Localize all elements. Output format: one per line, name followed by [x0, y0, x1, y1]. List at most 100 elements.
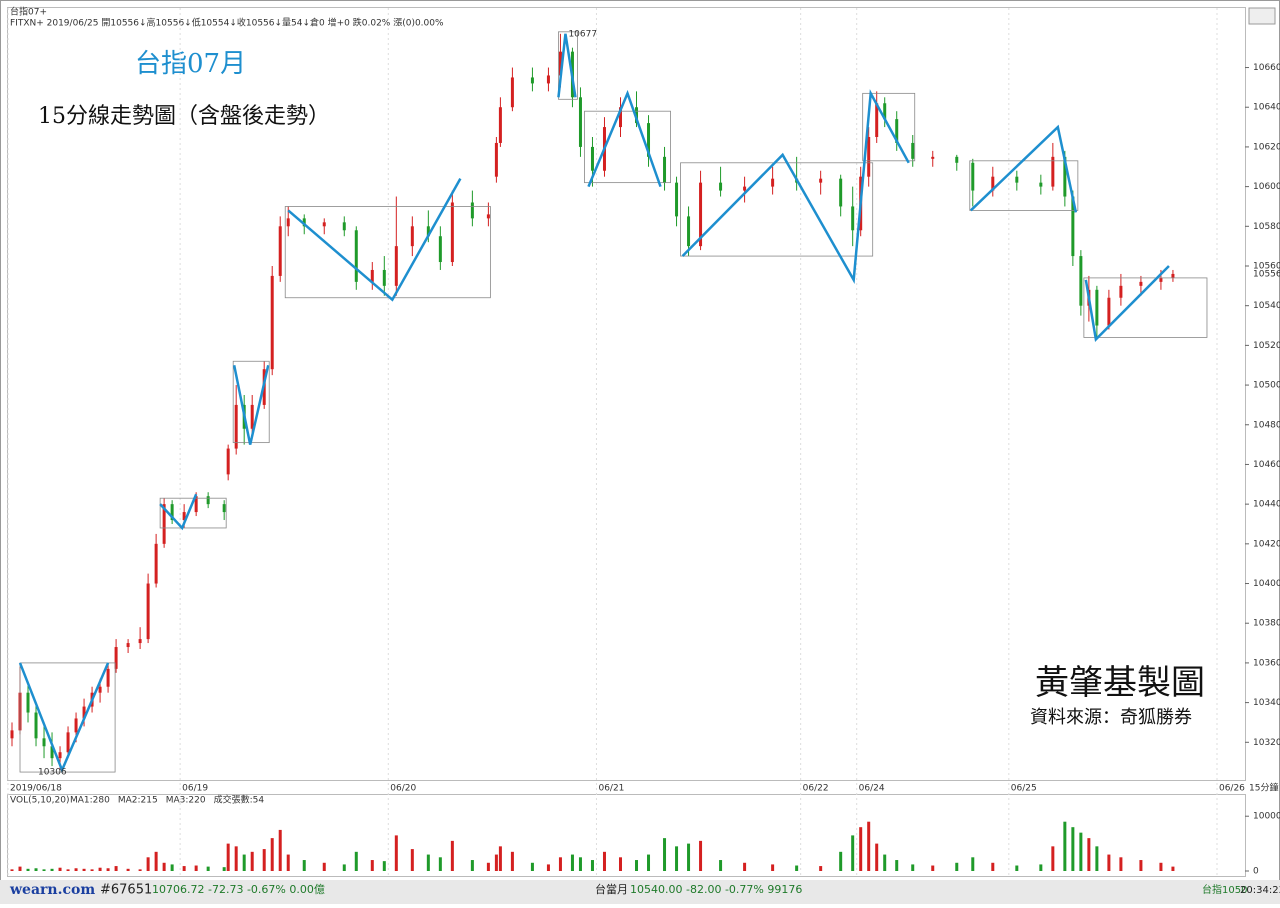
x-tick-label: 06/21 [598, 784, 624, 794]
range-box [862, 92, 916, 162]
volume-bar [663, 838, 667, 871]
y-tick-label: 10560 [1253, 261, 1280, 271]
candle-body [106, 668, 110, 687]
candle-body [322, 222, 326, 227]
y-tick-label: 10540 [1253, 301, 1280, 311]
volume-bar [883, 854, 887, 871]
volume-bar [911, 864, 915, 871]
range-box [680, 162, 874, 257]
candle-body [875, 103, 879, 137]
volume-bar [222, 867, 226, 871]
volume-bar [370, 860, 374, 871]
zigzag-line [587, 89, 662, 188]
candle-body [154, 543, 158, 584]
candle-body [82, 706, 86, 719]
zigzag-line [1084, 265, 1170, 343]
button[interactable] [1248, 7, 1276, 25]
candle-body [382, 269, 386, 286]
y-tick-label: 10420 [1253, 539, 1280, 549]
volume-bar [991, 862, 995, 871]
volume-bar [931, 865, 935, 871]
candle-body [558, 51, 562, 76]
candle-body [895, 119, 899, 143]
candle-body [771, 178, 775, 187]
volume-bar [675, 846, 679, 871]
candle-body [182, 512, 186, 521]
volume-bar [1159, 862, 1163, 871]
candle-body [410, 226, 414, 247]
low-label: 10306 [38, 768, 67, 778]
candle-body [226, 448, 230, 475]
candle-body [234, 404, 238, 449]
candle-body [1107, 297, 1111, 326]
candle-body [42, 738, 46, 747]
last-price: 10556 [1253, 269, 1280, 279]
volume-bar [867, 821, 871, 871]
volume-bar [154, 851, 158, 871]
candle-body [699, 182, 703, 247]
symbol: 台指07+ [10, 6, 47, 18]
volume-pane [7, 794, 1246, 877]
right-symbol: 台指1050 [1202, 883, 1247, 896]
volume-bar [170, 864, 174, 871]
volume-bar [1079, 832, 1083, 871]
candle-body [839, 178, 843, 207]
volume-bar [262, 849, 266, 871]
volume-bar [570, 854, 574, 871]
volume-bar [687, 843, 691, 871]
volume-bar [1171, 866, 1175, 871]
candle-body [971, 162, 975, 191]
volume-bar [26, 868, 30, 871]
candle-body [743, 186, 747, 191]
range-box [558, 31, 578, 100]
candle-body [498, 107, 502, 143]
candle-body [1079, 256, 1083, 306]
candle-body [1095, 289, 1099, 326]
candle-body [867, 136, 871, 177]
volume-bar [498, 846, 502, 871]
ma-label: MA1:280 [70, 796, 110, 806]
volume-bar [719, 860, 723, 871]
candle-body [10, 730, 14, 739]
zigzag-line [969, 124, 1078, 213]
volume-bar [250, 851, 254, 871]
volume-bar [590, 860, 594, 871]
volume-bar [98, 867, 102, 871]
volume-bar [1119, 857, 1123, 871]
candle-body [370, 269, 374, 282]
candle-body [819, 178, 823, 183]
volume-bar [771, 864, 775, 871]
volume-bar [50, 868, 54, 871]
volume-bar [875, 843, 879, 871]
volume-bar [10, 869, 14, 871]
volume-bar [743, 862, 747, 871]
volume-bar [1095, 846, 1099, 871]
volume-bar [819, 866, 823, 871]
period: 15分鐘 [1249, 782, 1278, 794]
volume-bar [647, 854, 651, 871]
volume-bar [635, 860, 639, 871]
candle-body [618, 107, 622, 128]
candle-body [1159, 277, 1163, 282]
volume-bar [394, 835, 398, 871]
candle-body [510, 77, 514, 108]
y-tick-label: 10320 [1253, 738, 1280, 748]
post: #67651 [100, 883, 152, 898]
volume-bar [839, 851, 843, 871]
candle-body [1139, 281, 1143, 286]
volume-bar [426, 854, 430, 871]
y-tick-label: 10440 [1253, 500, 1280, 510]
volume-bar [82, 868, 86, 871]
volume-bar [971, 857, 975, 871]
candle-body [931, 156, 935, 159]
candle-body [1119, 285, 1123, 298]
candle-body [1015, 176, 1019, 183]
volume-bar [795, 865, 799, 871]
candle-body [663, 156, 667, 183]
candle-body [1063, 156, 1067, 197]
candle-body [66, 732, 70, 753]
candle-body [206, 496, 210, 505]
volume-bar [1107, 854, 1111, 871]
site: wearn.com [9, 882, 95, 898]
